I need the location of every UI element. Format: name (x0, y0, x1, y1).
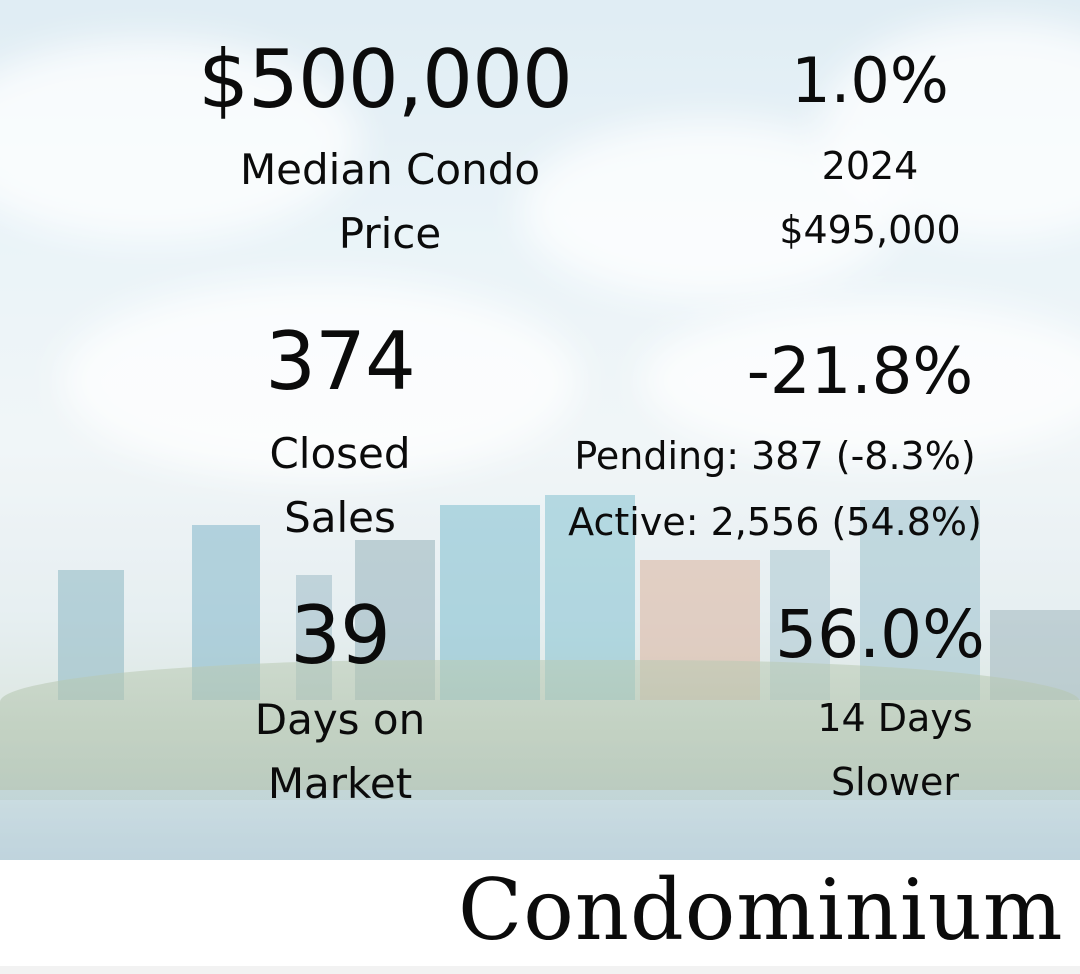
pending-sales-text: Pending: 387 (-8.3%) (574, 434, 976, 478)
price-change-percent: 1.0% (791, 44, 949, 117)
days-on-market-label: Days on Market (254, 695, 426, 808)
dom-change-percent: 56.0% (775, 596, 985, 673)
property-type-title: Condominium (458, 861, 1064, 959)
days-on-market-value: 39 (290, 589, 391, 682)
median-price-label: Median Condo Price (239, 145, 541, 258)
dom-change-note: 14 Days Slower (817, 696, 973, 804)
sales-change-percent: -21.8% (746, 335, 974, 409)
skyline-background-photo (0, 0, 1080, 860)
closed-sales-value: 374 (265, 315, 416, 408)
price-prior-value: $495,000 (779, 208, 961, 252)
active-listings-text: Active: 2,556 (54.8%) (568, 500, 982, 544)
footer-divider (0, 966, 1080, 974)
price-comparison-year: 2024 (821, 144, 919, 188)
median-price-value: $500,000 (198, 33, 573, 126)
closed-sales-label: Closed Sales (269, 429, 411, 542)
